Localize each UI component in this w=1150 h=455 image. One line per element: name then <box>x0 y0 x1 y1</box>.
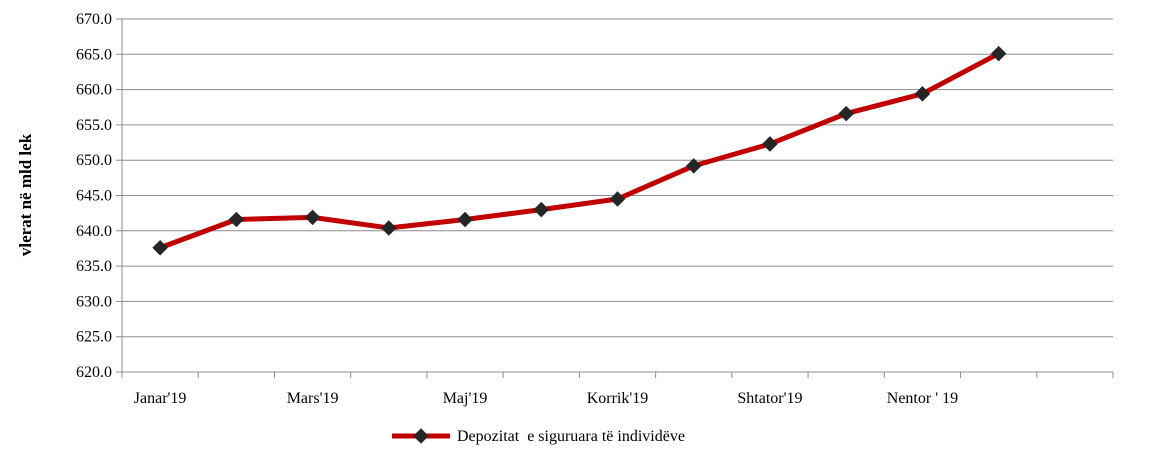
legend: Depozitat e siguruara të individëve <box>392 428 685 445</box>
data-point-marker <box>533 201 550 218</box>
y-tick-label: 655.0 <box>76 117 112 134</box>
data-point-marker <box>609 191 626 207</box>
y-tick-label: 635.0 <box>76 258 112 275</box>
series-line <box>157 51 1002 251</box>
x-tick-label: Maj'19 <box>443 390 488 407</box>
y-tick-label: 625.0 <box>76 329 112 346</box>
x-axis-ticks: Janar'19 Mars'19 Maj'19 Korrik'19 Shtator'19… <box>121 372 1114 407</box>
x-tick-label: Mars'19 <box>287 390 339 407</box>
data-point-marker <box>152 239 168 256</box>
y-axis-ticks: 620.0 625.0 630.0 635.0 640.0 645.0 650.0 655.0… <box>76 11 122 381</box>
y-tick-label: 665.0 <box>76 46 112 63</box>
y-tick-label: 660.0 <box>76 82 112 99</box>
data-point-marker <box>457 211 473 228</box>
legend-label: Depozitat e siguruara të individëve <box>457 428 685 445</box>
legend-marker-swatch <box>413 428 429 444</box>
data-point-marker <box>228 211 245 228</box>
y-axis-title: vlerat në mld lek <box>16 133 35 256</box>
y-tick-label: 670.0 <box>76 11 112 28</box>
data-point-marker <box>762 136 778 152</box>
data-point-marker <box>685 158 702 174</box>
y-tick-label: 650.0 <box>76 152 112 169</box>
y-tick-label: 630.0 <box>76 293 112 310</box>
x-tick-label: Janar'19 <box>134 390 187 407</box>
data-point-marker <box>838 105 854 122</box>
x-tick-label: Nentor ' 19 <box>887 390 958 407</box>
series-group <box>152 45 1007 256</box>
y-tick-label: 645.0 <box>76 188 112 205</box>
data-point-marker <box>304 209 321 226</box>
x-tick-label: Korrik'19 <box>587 390 649 407</box>
y-tick-label: 620.0 <box>76 364 112 381</box>
y-tick-label: 640.0 <box>76 223 112 240</box>
data-point-marker <box>381 220 397 236</box>
x-tick-label: Shtator'19 <box>737 390 802 407</box>
grid-lines <box>122 18 1113 338</box>
